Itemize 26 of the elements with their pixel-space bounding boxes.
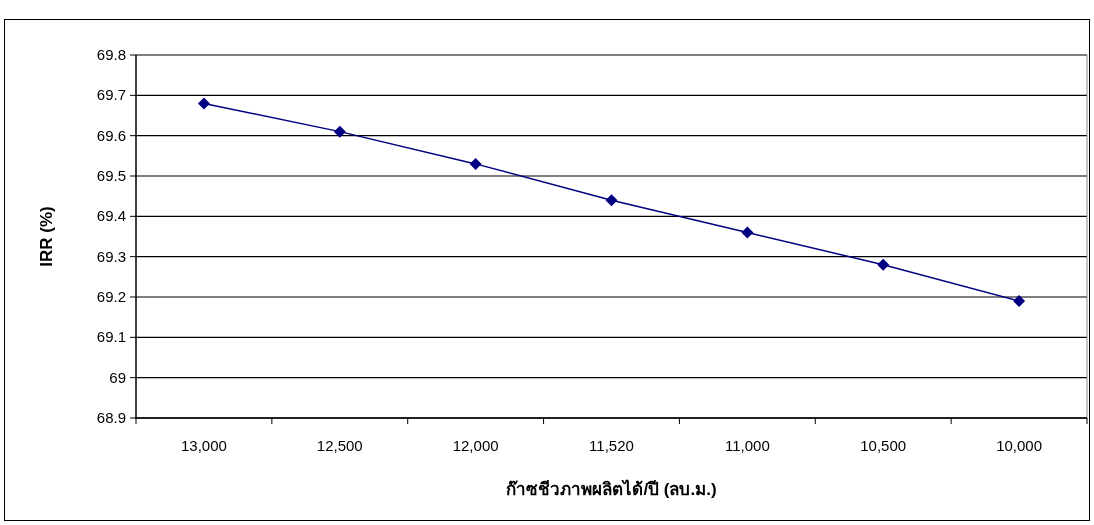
point [1013, 295, 1026, 308]
x-tick-label: 11,520 [589, 437, 634, 454]
x-tick-label: 12,000 [452, 437, 499, 454]
x-tick-label: 12,500 [316, 437, 363, 454]
point [469, 157, 482, 170]
point [333, 125, 346, 138]
x-axis-title: ก๊าซชีวภาพผลิตได้/ปี (ลบ.ม.) [506, 479, 717, 499]
y-tick-label: 69.7 [96, 86, 126, 104]
y-tick-label: 68.9 [96, 409, 126, 426]
y-tick-label: 69.6 [96, 126, 126, 144]
y-tick-label: 69.1 [96, 328, 126, 346]
x-tick-label: 10,500 [860, 437, 907, 454]
point [197, 97, 210, 110]
x-tick-label: 10,000 [996, 437, 1043, 454]
point [877, 258, 890, 271]
y-tick-label: 69.8 [96, 46, 126, 63]
x-tick-label: 11,000 [724, 437, 770, 454]
point [741, 226, 754, 239]
x-tick-label: 13,000 [180, 437, 227, 454]
y-tick-label: 69.4 [96, 207, 126, 225]
y-tick-label: 69 [109, 368, 126, 386]
point [605, 194, 618, 207]
y-tick-label: 69.3 [96, 247, 126, 265]
y-tick-label: 69.5 [96, 167, 126, 184]
y-tick-label: 69.2 [96, 288, 126, 305]
y-axis-title: IRR (%) [37, 206, 56, 267]
